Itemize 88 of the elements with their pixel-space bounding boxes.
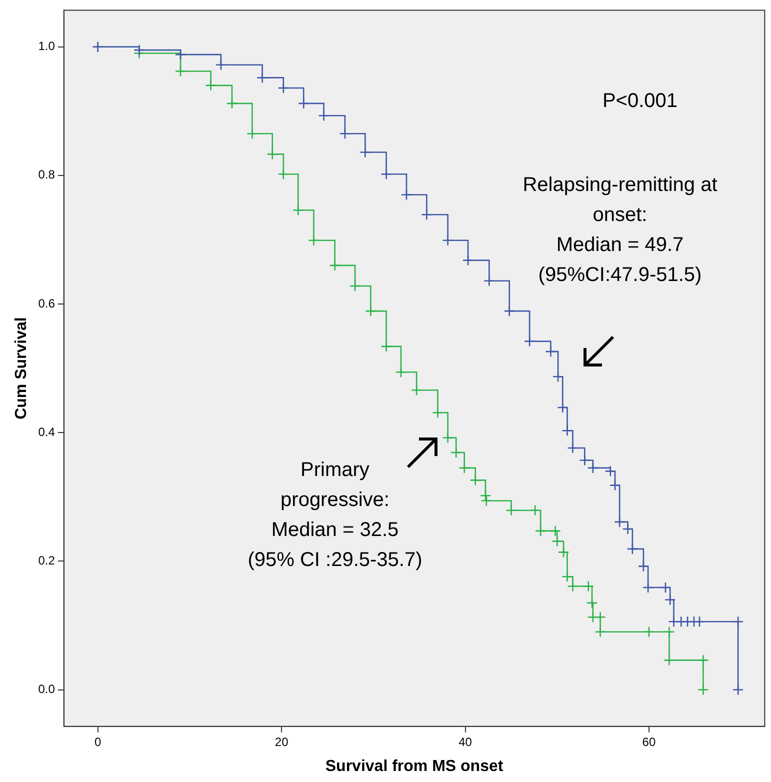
point (552, 371, 564, 382)
point (339, 128, 351, 140)
annotation: Primary progressive: Median = 32.5 (95% CI :29.5-35.7) (246, 458, 424, 573)
point (567, 580, 578, 592)
point (586, 597, 598, 609)
y-tick-label: 0.0 (38, 682, 56, 696)
point (470, 474, 482, 486)
annotation: P<0.001 (601, 89, 679, 114)
point (329, 260, 340, 272)
point (506, 504, 517, 516)
point (664, 654, 675, 666)
point (400, 189, 412, 200)
point (626, 543, 638, 555)
point (215, 59, 227, 70)
point (558, 546, 570, 558)
point (380, 168, 392, 180)
point (698, 654, 709, 666)
point (579, 454, 590, 466)
point (480, 495, 492, 506)
point (534, 525, 546, 537)
point (205, 80, 216, 92)
point (567, 442, 578, 454)
point (545, 346, 556, 358)
point (551, 536, 563, 547)
point (256, 72, 268, 84)
point (556, 402, 568, 414)
point (660, 582, 672, 594)
y-tick-label: 0.2 (38, 553, 56, 568)
point (609, 480, 621, 491)
x-axis-title: Survival from MS onset (325, 758, 504, 775)
point (732, 616, 744, 628)
y-tick-label: 0.4 (38, 424, 56, 439)
point (664, 594, 676, 606)
point (421, 208, 432, 220)
point (278, 82, 290, 94)
x-tick-label: 40 (458, 734, 472, 749)
point (524, 336, 536, 347)
point (480, 490, 492, 502)
point (134, 44, 145, 56)
annotation: Relapsing-remitting at onset: Median = 49.7 (95%CI:47.9-51.5) (522, 173, 718, 288)
point (174, 48, 186, 60)
point (562, 570, 573, 582)
point (380, 340, 392, 352)
point (450, 446, 462, 458)
point (432, 407, 444, 418)
point (562, 425, 573, 436)
point (694, 616, 706, 628)
point (643, 626, 655, 638)
point (614, 516, 626, 528)
point (732, 684, 744, 696)
point (174, 66, 186, 77)
point (504, 305, 516, 317)
point (587, 462, 599, 474)
point (529, 504, 541, 516)
x-tick-label: 0 (94, 734, 102, 749)
point (410, 384, 422, 396)
point (292, 204, 304, 216)
point (318, 110, 330, 122)
x-tick-label: 20 (274, 734, 289, 749)
point (582, 580, 594, 592)
y-axis-title: Cum Survival (13, 317, 30, 420)
point (360, 146, 371, 158)
point (246, 128, 258, 140)
point (698, 684, 709, 696)
point (226, 98, 238, 110)
point (308, 234, 320, 246)
point (462, 254, 474, 266)
point (365, 305, 376, 317)
point (594, 611, 606, 623)
y-tick-label: 1.0 (38, 39, 56, 54)
y-tick-label: 0.6 (38, 296, 56, 310)
point (442, 432, 454, 444)
point (278, 168, 290, 180)
point (484, 275, 495, 287)
point (594, 626, 606, 638)
point (458, 462, 470, 474)
point (550, 525, 561, 537)
point (622, 523, 634, 535)
x-tick-label: 60 (642, 734, 656, 749)
y-tick-label: 0.8 (38, 168, 56, 182)
point (349, 280, 361, 292)
point (638, 560, 650, 572)
point (266, 148, 278, 160)
point (664, 626, 675, 638)
point (642, 582, 654, 594)
point (442, 234, 454, 246)
point (298, 98, 310, 110)
point (395, 366, 407, 378)
